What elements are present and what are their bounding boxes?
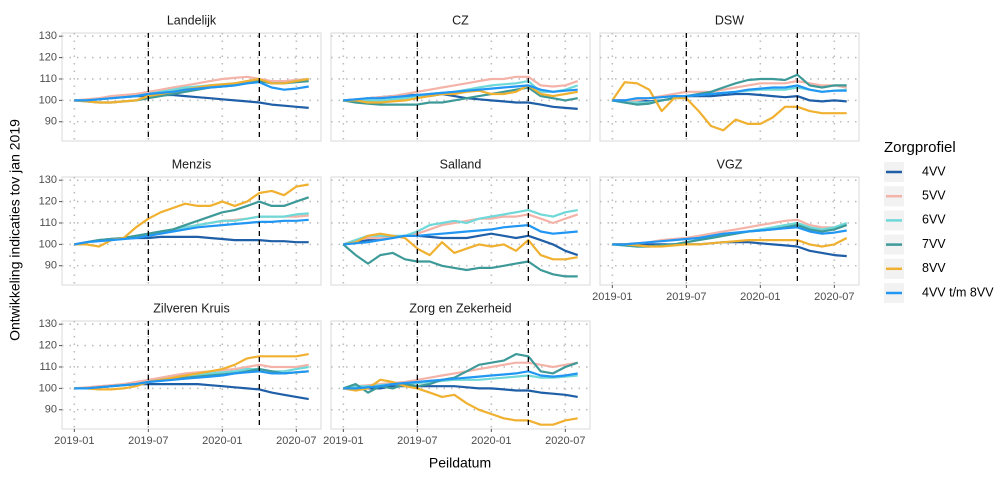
series-line: [342, 243, 578, 278]
series-line: [343, 86, 578, 106]
x-tick-label: 2019-01: [592, 291, 632, 303]
x-tick-label: 2020-07: [814, 291, 854, 303]
panel-title: VGZ: [717, 157, 743, 171]
series-line: [612, 73, 847, 106]
y-tick-label: 120: [39, 52, 57, 64]
panel-title: Menzis: [172, 157, 212, 171]
y-tick-label: 120: [39, 340, 57, 352]
x-tick-label: 2019-01: [323, 435, 363, 447]
series-line: [74, 218, 309, 246]
y-tick-label: 90: [45, 404, 57, 416]
series-line: [74, 75, 309, 102]
y-tick-label: 100: [39, 382, 57, 394]
panel-title: DSW: [715, 13, 744, 27]
panel-title: Salland: [440, 157, 482, 171]
panel-background: [61, 176, 322, 286]
series-line: [343, 385, 578, 398]
series-line: [343, 224, 578, 246]
series-line: [343, 370, 578, 390]
legend-label: 7VV: [922, 237, 946, 251]
y-tick-label: 110: [39, 217, 57, 229]
legend-label: 4VV t/m 8VV: [922, 285, 994, 299]
y-tick-label: 120: [39, 196, 57, 208]
x-tick-label: 2020-07: [276, 435, 316, 447]
x-axis-title: Peildatum: [429, 455, 491, 471]
x-tick-label: 2019-01: [54, 435, 94, 447]
series-line: [74, 370, 309, 390]
series-line: [612, 237, 848, 248]
series-line: [74, 353, 309, 391]
series-line: [343, 84, 578, 104]
series-line: [343, 232, 578, 261]
x-tick-label: 2019-07: [128, 435, 168, 447]
y-tick-label: 90: [45, 116, 57, 128]
x-tick-label: 2019-07: [666, 291, 706, 303]
y-tick-label: 100: [39, 238, 57, 250]
y-tick-label: 130: [39, 30, 57, 42]
series-line: [343, 84, 578, 102]
panel-title: CZ: [452, 13, 469, 27]
legend-label: 6VV: [922, 213, 946, 227]
x-tick-label: 2019-07: [397, 435, 437, 447]
series-line: [74, 81, 309, 102]
panel-title: Zilveren Kruis: [153, 301, 229, 315]
x-tick-label: 2020-01: [740, 291, 780, 303]
x-tick-label: 2020-07: [545, 435, 585, 447]
panel-title: Zorg en Zekerheid: [409, 301, 511, 315]
legend-title: Zorgprofiel: [884, 139, 956, 156]
y-tick-label: 130: [39, 318, 57, 330]
series-line: [342, 209, 578, 246]
y-tick-label: 100: [39, 94, 57, 106]
series-line: [612, 84, 847, 102]
y-tick-label: 110: [39, 361, 57, 373]
series-line: [343, 378, 578, 426]
series-line: [611, 81, 847, 132]
legend-label: 8VV: [922, 261, 946, 275]
legend-label: 4VV: [922, 164, 946, 178]
y-axis-title: Ontwikkeling indicaties tov jan 2019: [7, 119, 23, 341]
x-tick-label: 2020-01: [202, 435, 242, 447]
panel-title: Landelijk: [167, 13, 217, 27]
series-line: [612, 226, 847, 246]
y-tick-label: 130: [39, 174, 57, 186]
x-tick-label: 2020-01: [471, 435, 511, 447]
y-tick-label: 110: [39, 73, 57, 85]
legend-label: 5VV: [922, 188, 946, 202]
y-tick-label: 90: [45, 260, 57, 272]
